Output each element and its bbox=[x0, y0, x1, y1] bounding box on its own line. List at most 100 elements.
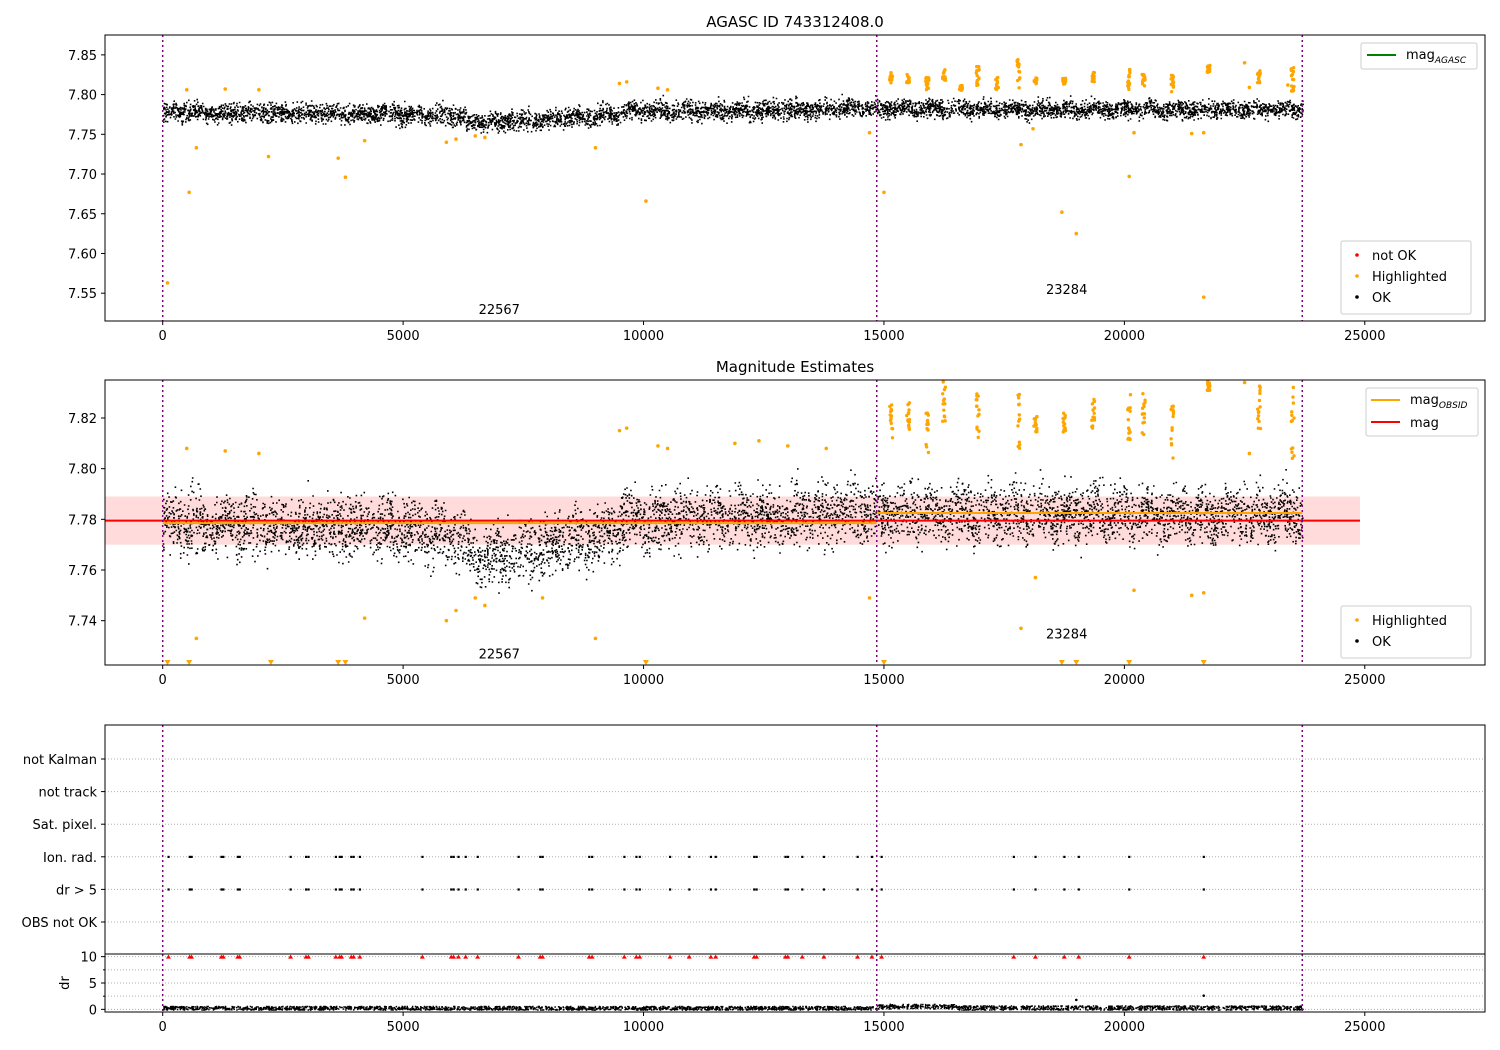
dr-clipped-marker bbox=[305, 954, 311, 959]
highlighted-point bbox=[1171, 75, 1176, 79]
highlighted-point bbox=[882, 190, 886, 195]
flag-point bbox=[350, 855, 353, 858]
y-tick-label: 7.74 bbox=[68, 615, 97, 630]
dr-outlier bbox=[1202, 994, 1206, 997]
highlighted-point bbox=[1201, 295, 1206, 299]
legend-top: magAGASC bbox=[1360, 42, 1478, 70]
highlighted-point bbox=[1256, 417, 1260, 421]
highlighted-point bbox=[925, 419, 930, 424]
highlighted-point bbox=[454, 608, 458, 613]
highlighted-point bbox=[975, 404, 979, 408]
highlighted-point bbox=[906, 402, 911, 406]
x-tick-label: 0 bbox=[159, 1020, 167, 1035]
highlighted-point bbox=[925, 426, 929, 431]
highlighted-point bbox=[924, 442, 928, 447]
highlighted-point bbox=[1170, 428, 1174, 432]
legend-label: Highlighted bbox=[1372, 270, 1447, 285]
flag-point bbox=[1077, 855, 1080, 858]
highlighted-point bbox=[1128, 68, 1132, 72]
highlighted-point bbox=[593, 146, 598, 150]
flag-category-label: OBS not OK bbox=[22, 916, 98, 931]
highlighted-point bbox=[941, 402, 945, 406]
highlighted-point bbox=[890, 427, 895, 431]
flag-point bbox=[476, 855, 479, 858]
clipped-low-marker bbox=[335, 660, 342, 665]
highlighted-point bbox=[1063, 427, 1067, 431]
highlighted-point bbox=[888, 77, 892, 81]
highlighted-point bbox=[1017, 402, 1021, 406]
flag-point bbox=[1034, 888, 1037, 891]
dr-clipped-marker bbox=[165, 954, 171, 959]
flag-point bbox=[358, 855, 362, 858]
highlighted-point bbox=[940, 392, 945, 396]
flag-point bbox=[350, 888, 353, 891]
highlighted-point bbox=[867, 596, 872, 600]
flag-point bbox=[786, 888, 789, 891]
highlighted-point bbox=[362, 138, 367, 143]
highlighted-point bbox=[1017, 77, 1022, 81]
highlighted-point bbox=[1128, 409, 1132, 413]
highlighted-point bbox=[960, 87, 964, 92]
dr-clipped-marker bbox=[455, 954, 461, 959]
x-tick-label: 20000 bbox=[1104, 1020, 1145, 1035]
dr-clipped-marker bbox=[1011, 954, 1017, 959]
highlighted-point bbox=[943, 68, 947, 72]
highlighted-point bbox=[888, 413, 892, 417]
highlighted-point bbox=[1031, 126, 1035, 131]
highlighted-point bbox=[977, 412, 981, 416]
flag-point bbox=[786, 855, 789, 858]
dr-point-cloud bbox=[162, 1003, 1304, 1011]
highlighted-point bbox=[473, 134, 478, 138]
highlighted-point bbox=[1033, 417, 1038, 422]
flag-point bbox=[688, 855, 691, 858]
x-tick-label: 0 bbox=[159, 329, 167, 344]
flag-point bbox=[1063, 855, 1066, 858]
clipped-low-marker bbox=[186, 660, 193, 665]
highlighted-point bbox=[1256, 414, 1261, 418]
highlighted-point bbox=[1201, 591, 1206, 595]
obsid-annotation: 23284 bbox=[1046, 283, 1087, 298]
highlighted-point bbox=[473, 596, 478, 600]
flag-point bbox=[591, 855, 594, 858]
highlighted-point bbox=[1207, 67, 1212, 72]
legend-mag-obsid-label: magOBSID bbox=[1410, 393, 1468, 411]
highlighted-point bbox=[977, 408, 981, 412]
flag-point bbox=[623, 888, 626, 891]
flag-point bbox=[304, 855, 308, 858]
highlighted-point bbox=[926, 82, 930, 86]
dr-clipped-marker bbox=[540, 954, 546, 959]
highlighted-point bbox=[165, 281, 170, 285]
dr-clipped-marker bbox=[1076, 954, 1082, 959]
flag-point bbox=[222, 855, 225, 858]
y-tick-label: 7.75 bbox=[68, 128, 97, 143]
highlighted-point bbox=[336, 156, 341, 160]
flag-point bbox=[753, 888, 756, 891]
y-tick-label: 7.80 bbox=[68, 463, 97, 478]
highlighted-point bbox=[1017, 419, 1021, 423]
highlighted-point bbox=[1126, 406, 1131, 410]
flag-point bbox=[421, 888, 424, 891]
highlighted-point bbox=[824, 446, 829, 451]
highlighted-point bbox=[1189, 131, 1194, 136]
flag-point bbox=[1077, 888, 1080, 891]
highlighted-point bbox=[257, 88, 261, 92]
highlighted-point bbox=[1092, 418, 1097, 422]
flag-point bbox=[340, 855, 343, 858]
x-tick-label: 10000 bbox=[623, 1020, 664, 1035]
x-tick-label: 25000 bbox=[1344, 329, 1385, 344]
flag-point bbox=[822, 888, 826, 891]
highlighted-point bbox=[942, 415, 947, 419]
highlighted-point bbox=[1017, 443, 1022, 447]
highlighted-point bbox=[617, 81, 622, 86]
highlighted-point bbox=[1169, 437, 1173, 441]
dr-clipped-marker bbox=[333, 954, 339, 959]
dr-clipped-marker bbox=[288, 954, 294, 959]
flag-point bbox=[352, 855, 355, 858]
flag-point bbox=[784, 855, 787, 858]
dr-clipped-marker bbox=[589, 954, 595, 959]
dr-clipped-marker bbox=[785, 954, 791, 959]
flag-point bbox=[880, 888, 883, 891]
highlighted-point bbox=[343, 175, 348, 180]
flag-point bbox=[334, 855, 338, 858]
dr-clipped-marker bbox=[754, 954, 760, 959]
